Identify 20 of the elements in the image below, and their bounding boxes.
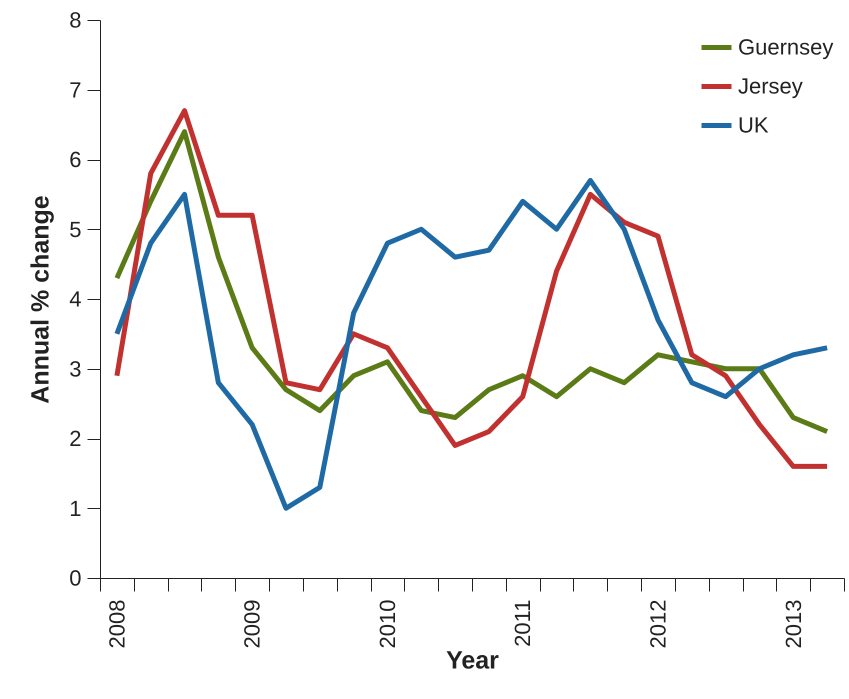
y-tick-label: 2	[69, 426, 82, 451]
legend-label: Guernsey	[738, 34, 834, 60]
x-tick-label: 2009	[240, 600, 265, 648]
x-tick-label: 2011	[510, 600, 536, 647]
y-tick-label: 8	[69, 8, 82, 32]
y-tick-label: 1	[69, 496, 82, 521]
y-tick-label: 0	[69, 566, 82, 590]
x-tick-label: 2010	[374, 600, 400, 648]
y-tick-label: 4	[69, 286, 82, 312]
y-tick-label: 3	[69, 356, 82, 382]
x-tick-label: 2013	[780, 600, 806, 648]
x-tick-label: 2012	[646, 600, 670, 648]
y-tick-label: 6	[69, 147, 82, 172]
legend-label: Jersey	[738, 74, 803, 98]
legend-label: UK	[738, 112, 769, 138]
x-tick-label: 2008	[104, 600, 130, 648]
y-axis-title: Annual % change	[26, 195, 54, 404]
y-tick-label: 5	[69, 216, 82, 242]
y-tick-label: 7	[69, 77, 82, 102]
x-axis-title: Year	[446, 646, 500, 674]
